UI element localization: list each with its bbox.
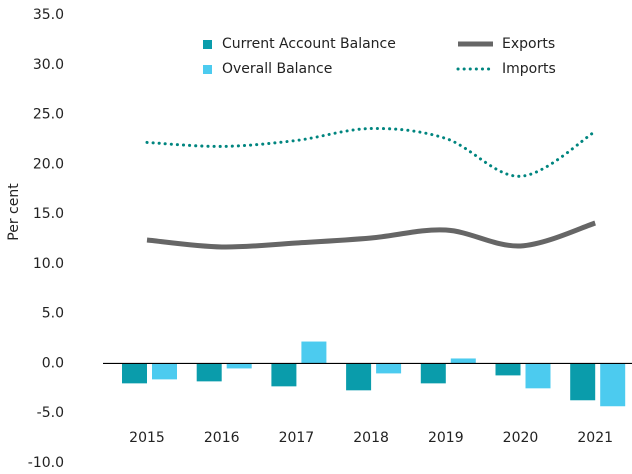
bar bbox=[376, 363, 402, 374]
x-tick-label: 2021 bbox=[577, 430, 613, 446]
bar bbox=[570, 363, 596, 401]
y-tick-label: 5.0 bbox=[42, 306, 64, 322]
x-tick-label: 2015 bbox=[129, 430, 165, 446]
bar bbox=[600, 363, 626, 407]
legend-label: Overall Balance bbox=[222, 61, 332, 77]
bar bbox=[196, 363, 222, 382]
legend-label: Current Account Balance bbox=[222, 36, 396, 52]
y-tick-label: 35.0 bbox=[33, 7, 64, 23]
x-tick-label: 2020 bbox=[503, 430, 539, 446]
y-tick-label: 15.0 bbox=[33, 206, 64, 222]
y-tick-label: 0.0 bbox=[42, 355, 64, 371]
x-tick-label: 2017 bbox=[279, 430, 315, 446]
bar bbox=[495, 363, 521, 376]
y-tick-label: 10.0 bbox=[33, 256, 64, 272]
bar bbox=[122, 363, 147, 384]
x-tick-label: 2016 bbox=[204, 430, 240, 446]
bar bbox=[226, 363, 252, 369]
y-tick-label: 30.0 bbox=[33, 57, 64, 73]
line-series bbox=[146, 220, 596, 250]
legend-label: Exports bbox=[502, 36, 555, 52]
bar bbox=[525, 363, 551, 389]
y-tick-label: 20.0 bbox=[33, 156, 64, 172]
bar bbox=[346, 363, 372, 391]
bar bbox=[271, 363, 297, 387]
x-tick-label: 2018 bbox=[353, 430, 389, 446]
y-tick-label: -10.0 bbox=[28, 455, 64, 471]
x-tick-label: 2019 bbox=[428, 430, 464, 446]
line-series bbox=[145, 126, 597, 178]
y-axis-label: Per cent bbox=[6, 183, 22, 241]
legend-swatch bbox=[203, 40, 212, 49]
bar bbox=[450, 358, 476, 364]
y-tick-label: -5.0 bbox=[37, 405, 64, 421]
bar bbox=[420, 363, 446, 384]
legend-swatch bbox=[203, 65, 212, 74]
legend-label: Imports bbox=[502, 61, 556, 77]
bar bbox=[301, 341, 327, 364]
bar bbox=[152, 363, 177, 380]
y-tick-label: 25.0 bbox=[33, 107, 64, 123]
